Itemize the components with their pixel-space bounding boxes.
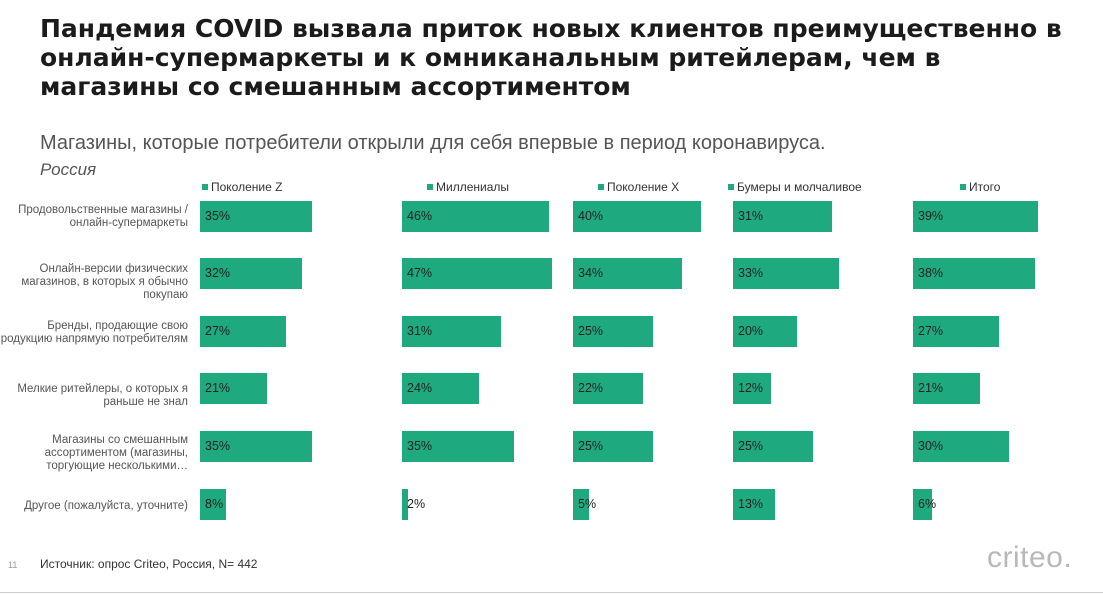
- legend-label: Поколение X: [607, 180, 680, 194]
- legend-item: Бумеры и молчаливое: [728, 180, 862, 194]
- bar: [402, 316, 502, 347]
- bar: [733, 489, 775, 520]
- bar: [733, 373, 772, 404]
- legend-swatch: [960, 184, 966, 190]
- bar: [402, 489, 409, 520]
- bar: [733, 258, 839, 289]
- legend-swatch: [598, 184, 604, 190]
- page-number: 11: [8, 560, 18, 570]
- bar: [402, 373, 479, 404]
- category-label: Онлайн-версии физических магазинов, в ко…: [21, 263, 188, 301]
- criteo-logo: criteo.: [987, 541, 1073, 574]
- bar: [200, 431, 312, 462]
- category-label: Другое (пожалуйста, уточните): [24, 500, 188, 512]
- data-label: 31%: [738, 209, 764, 223]
- legend-label: Итого: [969, 180, 1001, 194]
- bar: [200, 258, 303, 289]
- data-label: 38%: [918, 266, 944, 280]
- bar: [733, 316, 797, 347]
- data-label: 27%: [205, 324, 231, 338]
- data-label: 35%: [205, 439, 231, 453]
- bar: [573, 316, 653, 347]
- data-label: 5%: [578, 497, 597, 511]
- bar: [573, 373, 644, 404]
- legend-item: Поколение X: [598, 180, 679, 194]
- bar: [913, 373, 981, 404]
- bar: [200, 489, 226, 520]
- data-label: 46%: [407, 209, 433, 223]
- category-label: Продовольственные магазины / онлайн-супе…: [18, 204, 188, 229]
- bar: [913, 431, 1009, 462]
- bar: [200, 373, 268, 404]
- slide-title: Пандемия COVID вызвала приток новых клие…: [40, 14, 1062, 101]
- data-label: 25%: [578, 324, 604, 338]
- bar: [573, 258, 682, 289]
- data-label: 25%: [578, 439, 604, 453]
- legend-swatch: [728, 184, 734, 190]
- bar: [733, 431, 813, 462]
- bar: [573, 489, 589, 520]
- legend-swatch: [427, 184, 433, 190]
- data-label: 33%: [738, 266, 764, 280]
- bar: [913, 489, 933, 520]
- legend-item: Миллениалы: [427, 180, 509, 194]
- legend-swatch: [202, 184, 208, 190]
- data-label: 47%: [407, 266, 433, 280]
- data-label: 30%: [918, 439, 944, 453]
- bar: [913, 201, 1038, 232]
- legend-label: Поколение Z: [211, 180, 283, 194]
- data-label: 39%: [918, 209, 944, 223]
- source-note: Источник: опрос Criteo, Россия, N= 442: [40, 557, 258, 571]
- data-label: 21%: [205, 381, 231, 395]
- data-label: 34%: [578, 266, 604, 280]
- legend-label: Бумеры и молчаливое: [737, 180, 862, 194]
- data-label: 21%: [918, 381, 944, 395]
- data-label: 2%: [407, 497, 426, 511]
- data-label: 35%: [205, 209, 231, 223]
- data-label: 25%: [738, 439, 764, 453]
- data-label: 40%: [578, 209, 604, 223]
- legend-label: Миллениалы: [436, 180, 510, 194]
- chart-title: Магазины, которые потребители открыли дл…: [40, 132, 826, 154]
- bar: [733, 201, 833, 232]
- data-label: 6%: [918, 497, 937, 511]
- data-label: 32%: [205, 266, 231, 280]
- data-label: 8%: [205, 497, 224, 511]
- legend-item: Поколение Z: [202, 180, 282, 194]
- bar: [402, 201, 550, 232]
- data-label: 35%: [407, 439, 433, 453]
- bar: [573, 431, 653, 462]
- bar: [913, 258, 1035, 289]
- category-label: Мелкие ритейлеры, о которых я раньше не …: [17, 383, 188, 408]
- data-label: 12%: [738, 381, 764, 395]
- bar: [573, 201, 701, 232]
- category-label: Бренды, продающие свою продукцию напряму…: [0, 320, 188, 345]
- data-label: 20%: [738, 324, 764, 338]
- bottom-divider: [0, 592, 1103, 593]
- bar: [200, 316, 287, 347]
- data-label: 13%: [738, 497, 764, 511]
- bar: [402, 431, 514, 462]
- data-label: 31%: [407, 324, 433, 338]
- chart-subtitle-region: Россия: [40, 160, 97, 179]
- data-label: 22%: [578, 381, 604, 395]
- bar: [402, 258, 553, 289]
- category-label: Магазины со смешанным ассортиментом (маг…: [44, 434, 188, 472]
- bar: [913, 316, 1000, 347]
- bar: [200, 201, 312, 232]
- legend-item: Итого: [960, 180, 1000, 194]
- data-label: 24%: [407, 381, 433, 395]
- data-label: 27%: [918, 324, 944, 338]
